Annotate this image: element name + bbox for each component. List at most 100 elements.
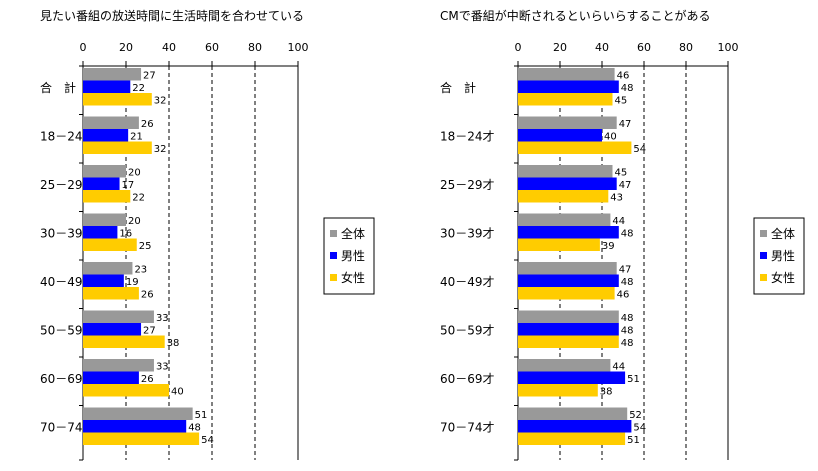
category-label: 50－59才 xyxy=(40,324,95,338)
category-label: 18－24才 xyxy=(440,130,495,144)
legend-swatch-zentai xyxy=(760,230,767,237)
bar-zentai xyxy=(518,359,611,372)
bar-josei xyxy=(518,190,609,203)
legend-label: 男性 xyxy=(771,249,795,263)
bar-zentai xyxy=(83,359,154,372)
bar-zentai xyxy=(83,407,193,420)
legend-label: 女性 xyxy=(771,270,795,285)
data-label: 40 xyxy=(171,387,184,398)
bar-josei xyxy=(83,432,200,445)
legend-swatch-zentai xyxy=(330,230,337,237)
category-label: 40－49才 xyxy=(40,275,95,289)
data-label: 32 xyxy=(154,144,167,155)
bar-josei xyxy=(83,238,137,251)
data-label: 48 xyxy=(188,423,201,434)
data-label: 44 xyxy=(612,362,625,373)
legend-swatch-josei xyxy=(330,274,337,281)
data-label: 48 xyxy=(621,83,634,94)
data-label: 21 xyxy=(130,132,143,143)
category-label: 30－39才 xyxy=(40,227,95,241)
category-label: 60－69才 xyxy=(440,372,495,386)
x-tick-label: 20 xyxy=(119,41,133,54)
legend-swatch-dansei xyxy=(330,252,337,259)
bar-josei xyxy=(518,335,619,348)
data-label: 54 xyxy=(633,144,646,155)
bar-dansei xyxy=(518,226,619,239)
data-label: 39 xyxy=(602,241,615,252)
bar-dansei xyxy=(518,323,619,336)
data-label: 47 xyxy=(619,180,632,191)
x-tick-label: 20 xyxy=(553,41,567,54)
category-label: 25－29才 xyxy=(440,178,495,192)
category-label: 50－59才 xyxy=(440,324,495,338)
bar-dansei xyxy=(83,177,120,190)
data-label: 16 xyxy=(119,229,132,240)
bar-dansei xyxy=(83,226,118,239)
data-label: 25 xyxy=(139,241,152,252)
data-label: 38 xyxy=(600,387,613,398)
data-label: 23 xyxy=(134,265,147,276)
data-label: 48 xyxy=(621,326,634,337)
bar-dansei xyxy=(518,177,617,190)
legend-swatch-dansei xyxy=(760,252,767,259)
x-tick-label: 0 xyxy=(80,41,87,54)
data-label: 48 xyxy=(621,338,634,349)
bar-josei xyxy=(83,384,169,397)
bar-dansei xyxy=(518,80,619,93)
data-label: 44 xyxy=(612,216,625,227)
data-label: 27 xyxy=(143,326,156,337)
data-label: 38 xyxy=(167,338,180,349)
x-tick-label: 0 xyxy=(515,41,522,54)
category-label: 18－24才 xyxy=(40,130,95,144)
data-label: 26 xyxy=(141,374,154,385)
data-label: 22 xyxy=(132,83,145,94)
category-label: 70－74才 xyxy=(40,421,95,435)
legend-label: 女性 xyxy=(341,270,365,285)
bar-josei xyxy=(83,287,139,300)
x-tick-label: 100 xyxy=(718,41,739,54)
bar-zentai xyxy=(83,262,133,275)
legend-label: 全体 xyxy=(771,226,795,241)
category-label: 70－74才 xyxy=(440,421,495,435)
data-label: 48 xyxy=(621,313,634,324)
data-label: 19 xyxy=(126,277,139,288)
category-label: 60－69才 xyxy=(40,372,95,386)
bar-josei xyxy=(518,238,600,251)
bar-josei xyxy=(83,190,131,203)
data-label: 20 xyxy=(128,168,141,179)
data-label: 46 xyxy=(617,290,630,301)
bar-josei xyxy=(518,384,598,397)
bar-dansei xyxy=(518,420,632,433)
bar-josei xyxy=(83,141,152,154)
bar-zentai xyxy=(518,213,611,226)
bar-dansei xyxy=(83,129,129,142)
bar-zentai xyxy=(518,310,619,323)
bar-zentai xyxy=(518,116,617,129)
data-label: 47 xyxy=(619,265,632,276)
category-label: 40－49才 xyxy=(440,275,495,289)
bar-zentai xyxy=(518,165,613,178)
bar-dansei xyxy=(83,323,142,336)
chart-title: CMで番組が中断されるといらいらすることがある xyxy=(440,8,711,23)
bar-josei xyxy=(518,141,632,154)
data-label: 20 xyxy=(128,216,141,227)
bar-zentai xyxy=(518,262,617,275)
category-label: 30－39才 xyxy=(440,227,495,241)
bar-josei xyxy=(518,432,626,445)
x-tick-label: 40 xyxy=(162,41,176,54)
x-tick-label: 60 xyxy=(637,41,651,54)
data-label: 32 xyxy=(154,96,167,107)
bar-josei xyxy=(83,335,165,348)
data-label: 33 xyxy=(156,362,169,373)
bar-josei xyxy=(518,287,615,300)
x-tick-label: 40 xyxy=(595,41,609,54)
data-label: 33 xyxy=(156,313,169,324)
data-label: 46 xyxy=(617,71,630,82)
x-tick-label: 60 xyxy=(205,41,219,54)
data-label: 17 xyxy=(122,180,135,191)
category-label: 25－29才 xyxy=(40,178,95,192)
chart-panel-2: CMで番組が中断されるといらいらすることがある 0 20 40 60 80 100 合 計 46… xyxy=(440,8,805,461)
bar-dansei xyxy=(83,274,124,287)
